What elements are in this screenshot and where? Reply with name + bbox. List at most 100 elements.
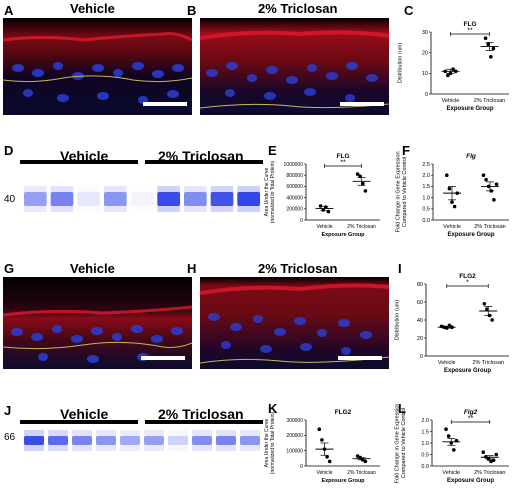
y-tick-label: 1.5 [421,429,429,435]
y-tick-label: 200000 [286,207,303,213]
y-axis-label: Fold Change in Gene ExpressionCompared t… [396,151,409,232]
blot-label-vehicle-d: Vehicle [60,148,109,164]
significance-label: ** [467,28,473,35]
y-tick-label: 0.0 [422,218,430,224]
x-tick-label: Vehicle [438,360,456,366]
blot-band [24,436,44,445]
significance-label: ** [468,416,474,423]
micrograph-a-image [3,18,192,115]
western-blot-j [24,430,260,451]
blot-bar-vehicle-d [20,160,138,164]
blot-label-triclosan-j: 2% Triclosan [158,406,244,422]
data-point [491,458,496,463]
scale-bar-a [143,102,187,106]
data-point [491,46,496,51]
panel-letter-c: C [404,3,414,18]
y-tick-label: 600000 [286,184,303,190]
micrograph-h [200,277,389,369]
micrograph-b [200,18,389,115]
y-tick-label: 1.0 [422,195,430,201]
x-tick-label: 2% Triclosan [474,98,506,104]
x-tick-label: Vehicle [316,470,332,476]
chart-i: FLG2 0 20 40 60 80 Vehicle 2% Triclosan Exposure… [395,273,509,374]
data-point [327,459,332,464]
y-axis-label-line: Area Under the Curve [264,418,270,467]
y-tick-label: 0.0 [421,464,429,470]
data-point [485,307,489,311]
blot-band [96,436,116,445]
blot-band-smear [157,186,180,212]
data-point [444,427,448,431]
y-tick-label: 80 [417,282,423,288]
blot-band [237,192,260,206]
y-tick-label: 10 [422,71,428,77]
blot-band [210,192,234,206]
blot-band-smear [210,186,234,212]
micrograph-a [3,18,192,115]
blot-band [50,192,74,206]
blot-band-smear [216,430,236,451]
data-point [494,182,499,186]
panel-letter-a: A [4,3,14,18]
chart-title-k: FLG2 [335,409,352,416]
data-point [320,438,324,442]
chart-title-l: Flg2 [464,409,478,416]
significance-label: * [466,280,469,287]
blot-band-smear [131,186,154,212]
data-point [445,173,449,177]
y-axis-label-line: Fold Change in Gene Expression [396,151,402,232]
blot-band-smear [120,430,140,451]
data-point [363,459,368,464]
blot-band-smear [50,186,74,212]
blot-band [72,436,92,445]
x-tick-label: Vehicle [442,470,460,476]
y-axis-label: Distribution (um) [395,300,401,341]
blot-band [216,436,236,445]
y-axis-label-line: (normalized to Total Protein) [270,411,276,474]
label-vehicle-a: Vehicle [70,1,115,16]
y-tick-label: 0.5 [421,452,429,458]
micrograph-h-image [200,277,389,369]
blot-band-smear [240,430,260,451]
chart-title-i: FLG2 [459,273,476,280]
x-tick-label: 2% Triclosan [474,224,506,230]
data-point [484,177,488,182]
y-tick-label: 100000 [286,448,303,454]
blot-label-vehicle-j: Vehicle [60,406,109,422]
data-point [483,36,488,40]
blot-band [104,192,127,206]
y-tick-label: 200000 [286,433,303,439]
y-axis-label: Area Under the Curve(normalized to Total… [264,411,276,474]
chart-f: Flg 0.0 0.5 1.0 1.5 2.0 2.5 Vehicle 2% Triclosan… [396,151,509,238]
blot-band-smear [144,430,164,451]
blot-band-smear [24,186,47,212]
data-point [452,204,457,209]
y-axis-label-line: Area Under the Curve [264,167,270,216]
y-tick-label: 30 [422,30,428,36]
y-axis-label: Area Under the Curve(normalized to Total… [264,160,276,223]
x-axis-label: Exposure Group [444,368,491,374]
x-tick-label: Vehicle [316,224,332,230]
data-point [326,209,331,214]
blot-band-smear [184,186,207,212]
chart-title-e: FLG [337,153,350,160]
y-tick-label: 1.0 [421,441,429,447]
panel-letter-g: G [4,261,15,276]
chart-l: Flg2 0.0 0.5 1.0 1.5 2.0 Vehicle 2% Triclosan Ex… [395,404,509,484]
blot-band [77,192,100,206]
y-tick-label: 0 [300,464,303,470]
x-axis-label: Exposure Group [446,106,493,112]
label-triclosan-b: 2% Triclosan [258,1,338,16]
x-tick-label: 2% Triclosan [347,224,376,230]
micrograph-g [3,277,192,369]
y-tick-label: 2.0 [422,173,430,179]
chart-c: FLG 0 10 20 30 Vehicle 2% Triclosan Exposure Gr… [398,21,509,112]
y-tick-label: 1.5 [422,184,430,190]
y-tick-label: 1000000 [284,162,304,168]
data-point [489,55,493,59]
panel-letter-l: L [398,401,406,416]
blot-band [144,436,164,445]
y-axis-label: Fold Change in Gene ExpressionCompared t… [395,404,408,484]
data-point [494,452,499,457]
data-point [355,454,360,458]
